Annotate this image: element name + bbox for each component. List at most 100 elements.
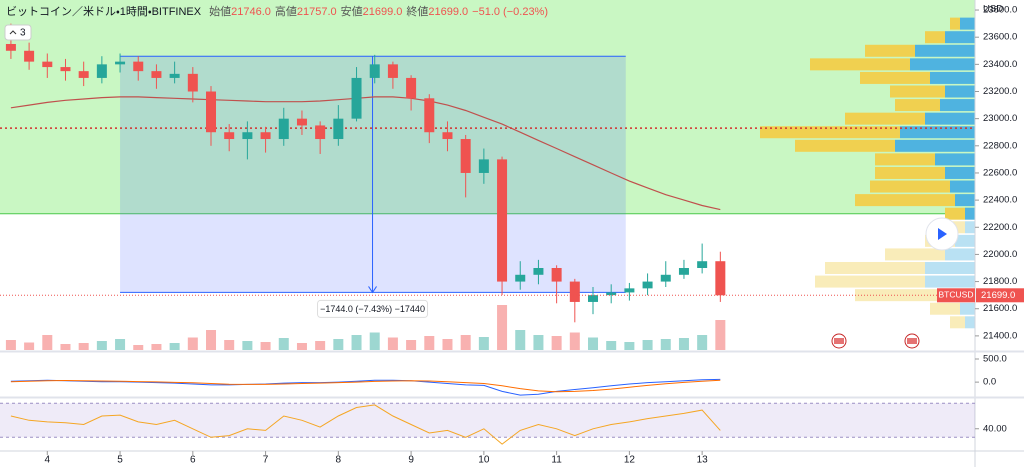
- ohlc-value: 21746.0: [231, 6, 271, 18]
- candle-body: [515, 274, 526, 282]
- candle-body: [569, 281, 580, 302]
- candle-body: [115, 61, 126, 65]
- arrow-head: [368, 286, 377, 294]
- flag-stripes: [907, 338, 917, 344]
- profile-down: [965, 207, 975, 220]
- volume-bar: [533, 335, 544, 350]
- toggle-box[interactable]: [4, 24, 32, 41]
- measure-label-box: [317, 299, 429, 318]
- ohlc-value: 21699.0: [363, 6, 403, 18]
- volume-bar: [569, 332, 580, 350]
- candle-body: [206, 91, 217, 133]
- candle-body: [260, 132, 271, 140]
- volume-bar: [715, 320, 726, 350]
- chart-title: ビットコイン／米ドル・1時間・BITFINEX: [6, 5, 202, 18]
- candle-body: [96, 64, 107, 78]
- candle-body: [242, 132, 253, 140]
- candle-body: [697, 261, 708, 268]
- candle-body: [678, 267, 689, 275]
- indicator-count[interactable]: 3: [20, 28, 26, 39]
- volume-bar: [642, 340, 653, 350]
- replay-button[interactable]: [925, 217, 959, 251]
- ohlc-value: 21757.0: [297, 6, 337, 18]
- candle-body: [442, 132, 453, 140]
- volume-bar: [442, 339, 453, 350]
- currency-label: USD: [983, 4, 1003, 15]
- volume-bar: [678, 338, 689, 350]
- profile-down: [945, 248, 975, 261]
- volume-bar: [60, 344, 71, 350]
- y-tick-label: 40.00: [983, 423, 1007, 434]
- play-icon[interactable]: [938, 228, 947, 240]
- volume-bar: [606, 341, 617, 350]
- volume-bar: [78, 343, 89, 350]
- volume-bar: [333, 339, 344, 350]
- ohlc-value: 21699.0: [428, 6, 468, 18]
- profile-up: [930, 302, 960, 315]
- x-tick-label: 7: [263, 455, 269, 466]
- candle-body: [133, 61, 144, 72]
- volume-bar: [460, 335, 471, 350]
- candle-body: [460, 139, 471, 173]
- profile-up: [950, 17, 960, 30]
- candle-body: [424, 98, 435, 133]
- profile-up: [870, 180, 950, 193]
- candle-body: [624, 288, 635, 293]
- candle-body: [588, 295, 599, 302]
- profile-up: [825, 261, 925, 274]
- y-tick-label: 23600.0: [983, 32, 1017, 43]
- volume-bar: [387, 337, 398, 350]
- indicator-toggle[interactable]: 3: [4, 24, 32, 41]
- profile-down: [935, 153, 975, 166]
- profile-down: [965, 221, 975, 234]
- profile-up: [925, 31, 945, 44]
- volume-bar: [151, 344, 162, 350]
- candle-body: [406, 77, 417, 99]
- volume-bar: [697, 335, 708, 350]
- candle-body: [478, 159, 489, 173]
- candle-body: [24, 50, 35, 62]
- flag-stripes: [834, 338, 844, 344]
- profile-up: [950, 316, 965, 329]
- volume-bar: [115, 339, 126, 350]
- chart-header: ビットコイン／米ドル・1時間・BITFINEX 始値21746.0 高値21757.…: [6, 4, 548, 18]
- volume-bar: [169, 343, 180, 350]
- volume-bar: [5, 340, 16, 350]
- volume-bar: [315, 341, 326, 350]
- volume-bar: [551, 336, 562, 350]
- profile-up: [945, 207, 965, 220]
- y-tick-label: 21600.0: [983, 303, 1017, 314]
- x-tick-label: 5: [117, 455, 123, 466]
- volume-bar: [224, 340, 235, 350]
- candle-body: [169, 73, 180, 78]
- y-tick-label: 23400.0: [983, 59, 1017, 70]
- volume-bar: [260, 342, 271, 350]
- candle-body: [715, 261, 726, 296]
- last-price-label: 21699.0: [981, 290, 1015, 301]
- change: −51.0 (−0.23%): [472, 6, 548, 18]
- profile-up: [795, 139, 895, 152]
- profile-down: [950, 180, 975, 193]
- profile-down: [960, 17, 975, 30]
- last-price-tag: [976, 288, 1024, 303]
- candle-body: [606, 292, 617, 296]
- candle-body: [551, 267, 562, 282]
- y-tick-label: 22600.0: [983, 167, 1017, 178]
- profile-down: [965, 316, 975, 329]
- candle-body: [387, 64, 398, 78]
- chevron[interactable]: [9, 30, 17, 35]
- volume-bar: [478, 337, 489, 350]
- profile-down: [910, 58, 975, 71]
- volume-bar: [96, 341, 107, 350]
- candle-body: [60, 67, 71, 72]
- volume-bar: [515, 330, 526, 350]
- y-tick-label: 21400.0: [983, 330, 1017, 341]
- volume-bar: [187, 337, 198, 350]
- ohlc-label: 始値: [209, 4, 231, 18]
- profile-up: [865, 44, 915, 57]
- profile-up: [875, 153, 935, 166]
- volume-bar: [351, 335, 362, 350]
- profile-up: [860, 71, 930, 84]
- y-tick-label: 22400.0: [983, 195, 1017, 206]
